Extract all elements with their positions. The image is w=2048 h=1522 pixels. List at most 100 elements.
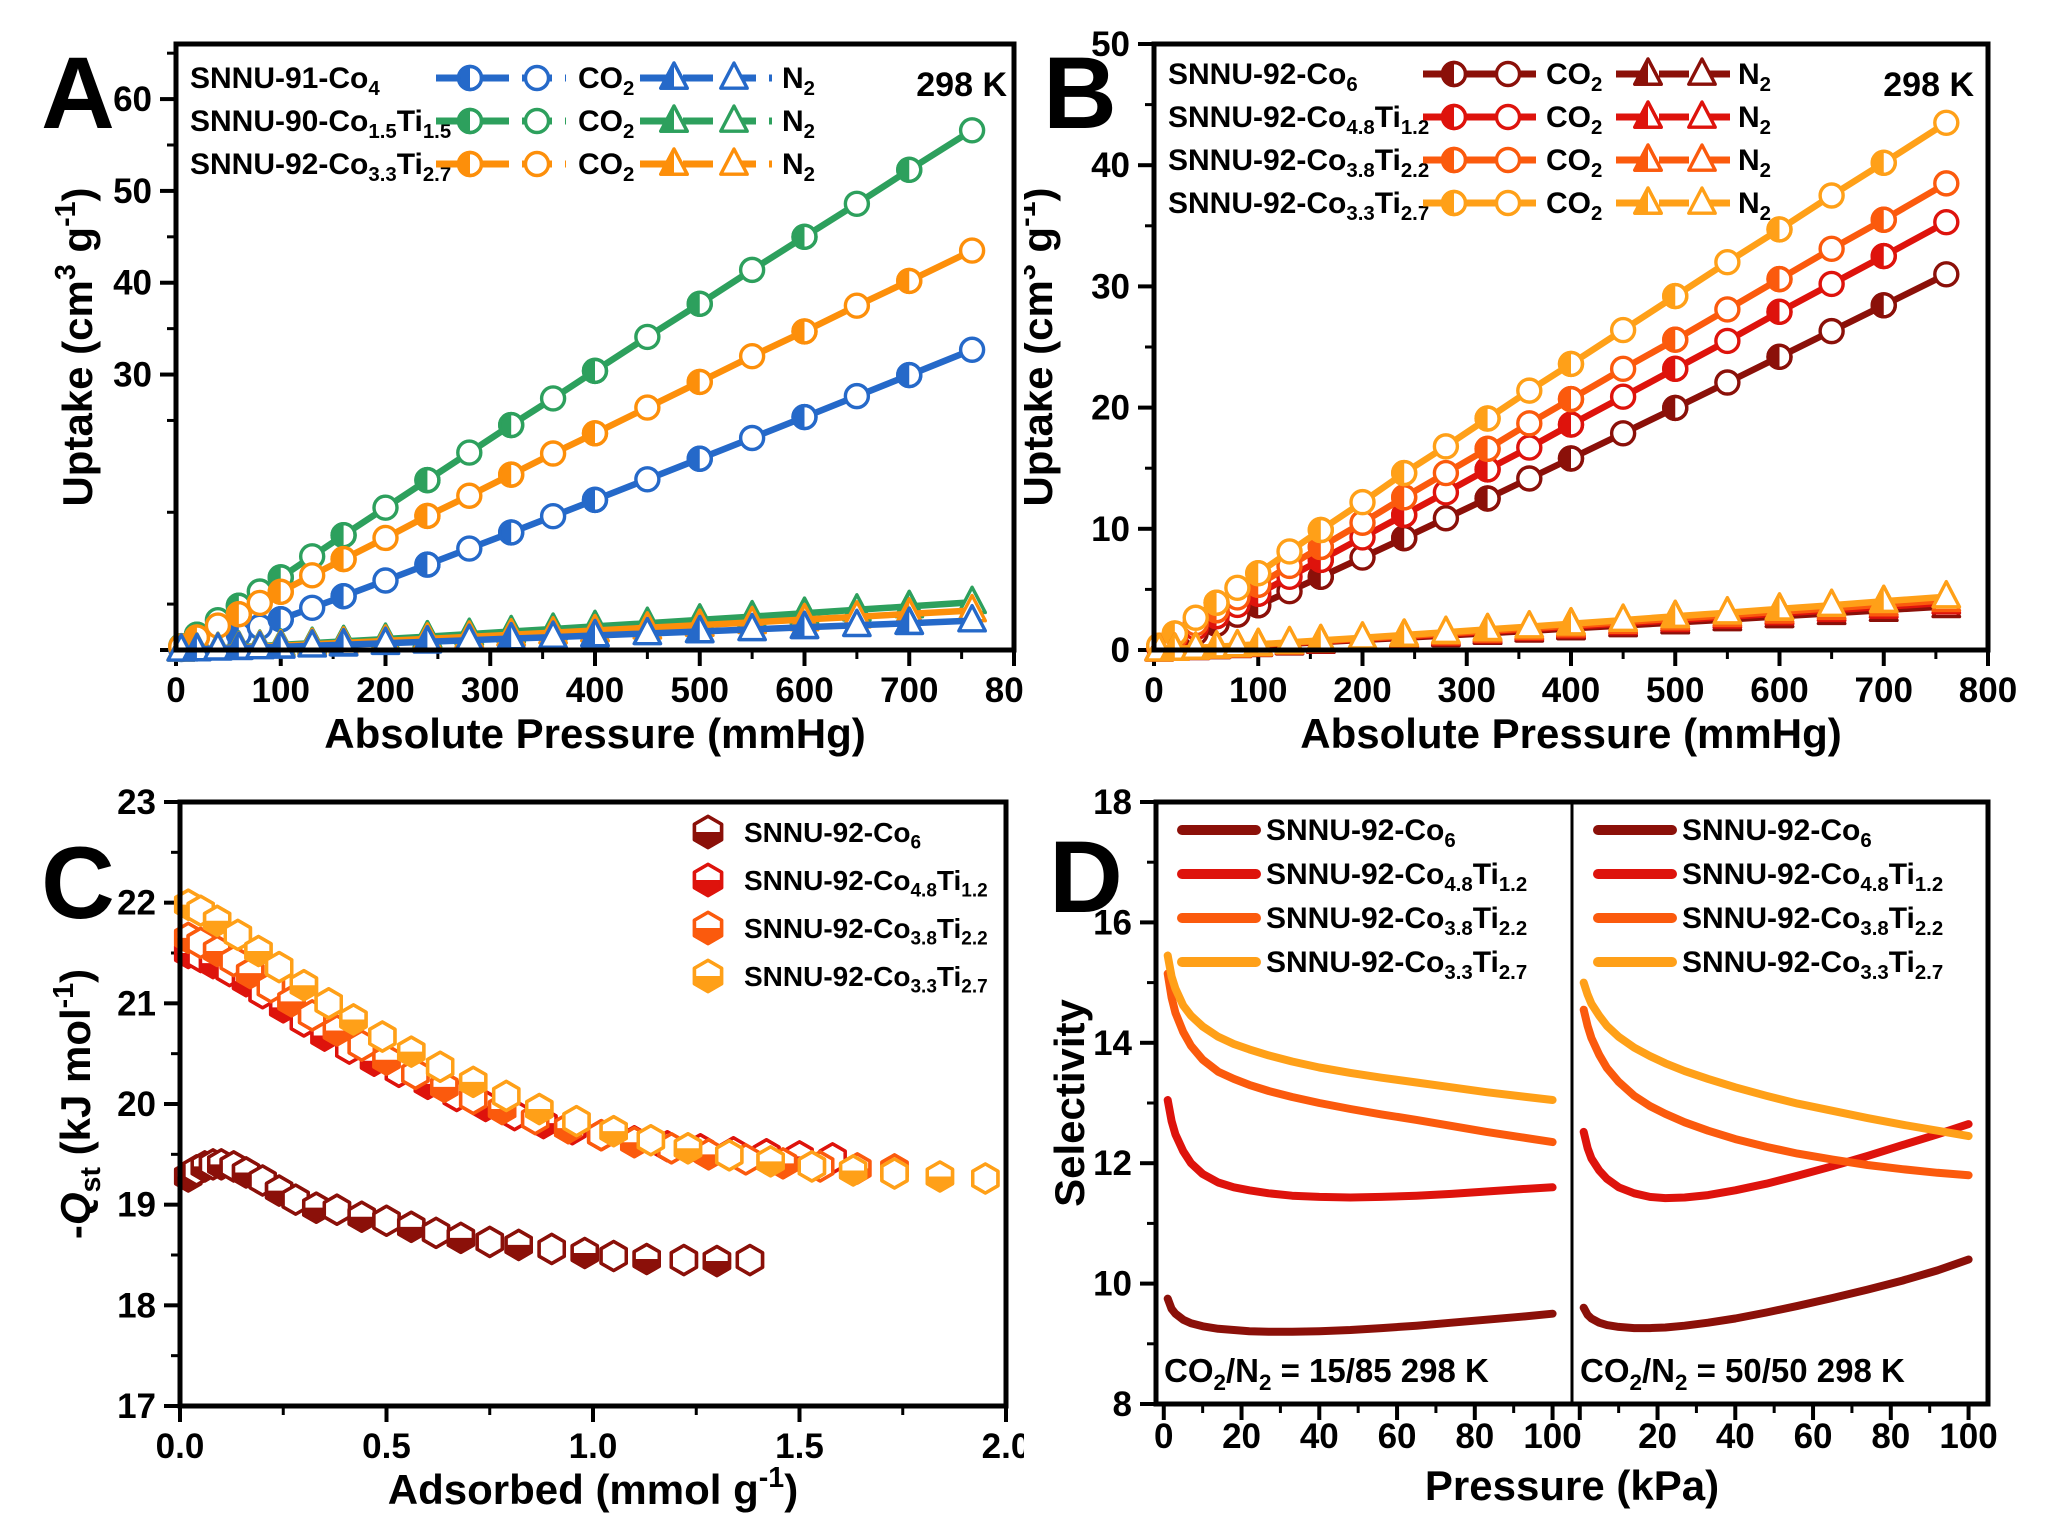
legend-entry-label: SNNU-92-Co3.8Ti2.2 [1168,144,1429,182]
legend: SNNU-91-Co4 CO2 N2 SNNU-90-Co1.5Ti1.5 CO2 N2 S… [190,61,815,186]
x-tick-label: 20 [1222,1417,1261,1456]
y-tick-label: 12 [1093,1144,1132,1183]
x-tick-label: 0.5 [362,1427,411,1466]
panel-b-chart: B 0 100 200 300 400 500 600 700 800 0 10 20 30 40 50 Abs… [1024,25,2017,757]
legend-entry-label: SNNU-92-Co4.8Ti1.2 [1682,858,1943,896]
series-B-CO2-3 [1146,109,1960,659]
panel-B-content: B 0 100 200 300 400 500 600 700 800 0 10 20 30 40 50 Abs… [1024,25,2017,757]
legend-n2-label: N2 [782,62,815,100]
panel-letter: D [1049,820,1123,934]
series-D0-3 [1163,951,1557,1104]
x-tick-label: 80 [1871,1417,1910,1456]
legend-entry-label: SNNU-92-Co3.8Ti2.2 [1682,902,1943,940]
x-tick-label: 1.5 [775,1427,824,1466]
panel-letter: C [41,826,115,940]
series-D1-2 [1579,1005,1973,1180]
x-tick-label: 100 [1229,671,1287,710]
legend-n2-label: N2 [782,148,815,186]
x-tick-label: 700 [1855,671,1913,710]
panel-d-chart: D 8 10 12 14 16 18 Selectivity Pressure (kPa) 0 20… [1046,783,1998,1509]
legend-entry-label: SNNU-92-Co3.3Ti2.7 [1168,187,1429,225]
legend-n2-label: N2 [1738,187,1771,225]
panel-letter: B [1043,36,1117,150]
y-tick-label: 20 [117,1085,156,1124]
x-tick-label: 100 [252,671,310,710]
x-tick-label: 400 [566,671,624,710]
plot-frame [177,799,1009,1409]
series-D0-0 [1163,1294,1557,1336]
y-tick-label: 23 [117,783,156,822]
panel-D-content: D 8 10 12 14 16 18 Selectivity Pressure (kPa) 0 20… [1046,783,1998,1509]
y-tick-label: 21 [117,984,156,1023]
x-axis-title: Adsorbed (mmol g-1) [388,1462,798,1513]
x-tick-label: 40 [1716,1417,1755,1456]
legend-entry-label: SNNU-92-Co6 [744,817,921,854]
y-tick-label: 30 [1091,267,1130,306]
x-tick-label: 0 [166,671,185,710]
y-axis-title: Selectivity [1046,998,1093,1206]
legend-n2-label: N2 [1738,58,1771,96]
legend-entry-label: SNNU-92-Co3.8Ti2.2 [1266,902,1527,940]
x-tick-label: 60 [1794,1417,1833,1456]
series-D1-0 [1579,1255,1973,1333]
x-tick-label: 1.0 [569,1427,618,1466]
x-tick-label: 60 [1378,1417,1417,1456]
legend-co2-label: CO2 [1546,58,1602,96]
x-tick-label: 200 [356,671,414,710]
series-A-CO2-2 [168,237,986,660]
legend-entry-label: SNNU-92-Co6 [1168,58,1358,96]
y-tick-label: 40 [1091,146,1130,185]
y-tick-label: 0 [1111,631,1130,670]
plot-frame [1153,799,1991,1407]
panel-A: A 0 100 200 300 400 500 600 700 800 30 40 50 60 Absolu… [0,0,1024,760]
panel-letter: A [41,36,115,150]
y-tick-label: 22 [117,884,156,923]
legend-co2-label: CO2 [578,148,634,186]
y-tick-label: 50 [113,172,152,211]
x-axis-title: Absolute Pressure (mmHg) [1300,710,1841,757]
legend-entry-label: SNNU-92-Co6 [1682,814,1872,852]
legend-entry-label: SNNU-92-Co3.3Ti2.7 [1682,946,1943,984]
x-tick-label: 200 [1333,671,1391,710]
x-tick-label: 80 [1455,1417,1494,1456]
series-C-3 [173,888,1000,1195]
y-tick-label: 30 [113,356,152,395]
legend-entry-label: SNNU-92-Co4.8Ti1.2 [1266,858,1527,896]
legend-entry-label: SNNU-92-Co4.8Ti1.2 [1168,101,1429,139]
y-tick-label: 40 [113,264,152,303]
y-tick-label: 8 [1113,1385,1132,1424]
panel-C-content: C 0.0 0.5 1.0 1.5 2.0 17 18 19 20 21 22 23 Adsorbed (… [41,783,1024,1513]
legend: SNNU-92-Co6 SNNU-92-Co4.8Ti1.2 SNNU-92-Co3… [1593,814,1943,984]
legend-entry-label: SNNU-92-Co3.3Ti2.7 [744,961,988,998]
temperature-annotation: 298 K [916,66,1007,104]
x-tick-label: 600 [775,671,833,710]
x-tick-label: 600 [1750,671,1808,710]
y-tick-label: 17 [117,1387,156,1426]
x-axis-title: Pressure (kPa) [1425,1462,1719,1509]
x-tick-label: 800 [985,671,1024,710]
mixture-annotation: CO2/N2 = 50/50 298 K [1580,1352,1905,1395]
x-tick-label: 300 [1438,671,1496,710]
x-tick-label: 300 [461,671,519,710]
y-tick-label: 16 [1093,903,1132,942]
y-axis-title: Uptake (cm3 g-1) [1024,187,1061,506]
legend-entry-label: SNNU-92-Co6 [1266,814,1456,852]
panel-A-content: A 0 100 200 300 400 500 600 700 800 30 40 50 60 Absolu… [41,36,1024,757]
series-D1-1 [1579,1120,1973,1203]
y-tick-label: 20 [1091,389,1130,428]
x-tick-label: 0.0 [156,1427,205,1466]
legend-n2-label: N2 [1738,101,1771,139]
y-tick-label: 14 [1093,1024,1132,1063]
y-axis-title: -Qst (kJ mol-1) [48,969,107,1239]
x-tick-label: 800 [1959,671,2017,710]
legend-entry-label: SNNU-90-Co1.5Ti1.5 [190,105,451,143]
legend-entry-label: SNNU-92-Co3.3Ti2.7 [1266,946,1527,984]
y-tick-label: 10 [1091,510,1130,549]
axes: 0 100 200 300 400 500 600 700 800 0 10 20 30 40 50 Abso… [1024,25,2017,757]
x-tick-label: 500 [671,671,729,710]
x-tick-label: 2.0 [982,1427,1024,1466]
panel-c-chart: C 0.0 0.5 1.0 1.5 2.0 17 18 19 20 21 22 23 Adsorbed (… [41,783,1024,1513]
legend-co2-label: CO2 [578,62,634,100]
x-tick-label: 100 [1523,1417,1581,1456]
legend-entry-label: SNNU-92-Co3.8Ti2.2 [744,913,988,950]
